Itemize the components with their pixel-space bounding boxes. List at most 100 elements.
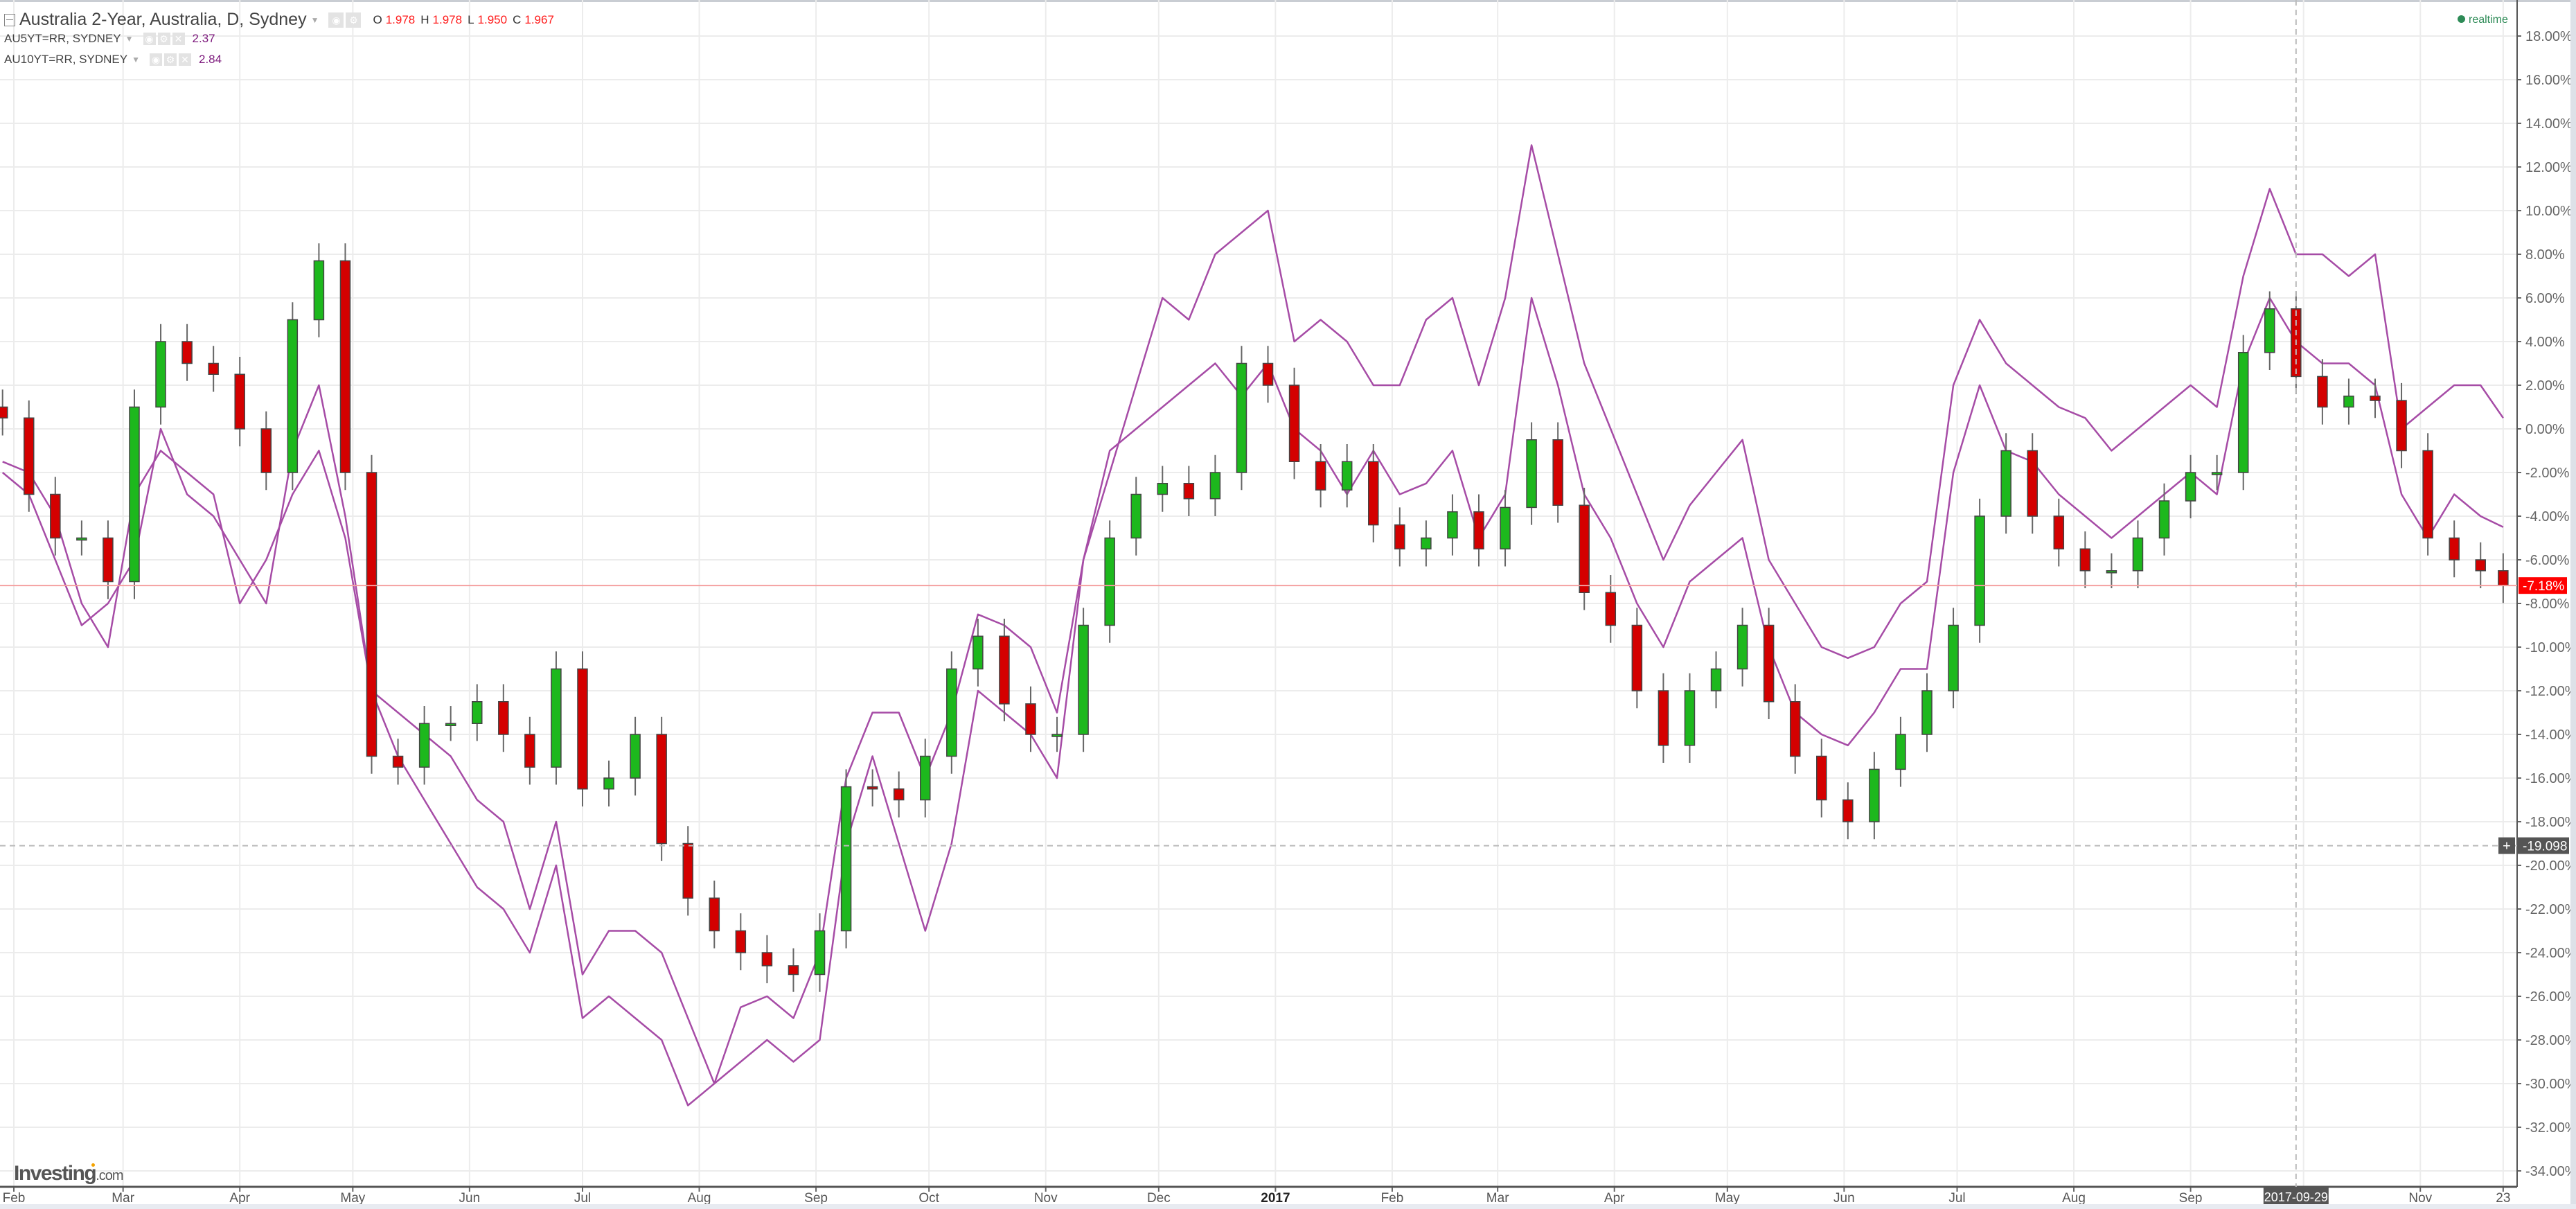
- candle: [814, 913, 826, 992]
- y-tick-label: 0.00%: [2525, 422, 2565, 437]
- x-tick-label: Jul: [574, 1191, 591, 1206]
- visibility-icon[interactable]: ◉: [143, 33, 156, 45]
- x-axis: Feb Mar Apr May Jun Jul Aug Sep Oct Nov Dec 2017 Feb…: [0, 1185, 2517, 1206]
- candle-body: [1315, 461, 1326, 491]
- candle: [2027, 433, 2038, 534]
- candle-body: [129, 406, 140, 583]
- y-tick-label: -26.00%: [2525, 989, 2576, 1005]
- candle-body: [1500, 506, 1511, 550]
- gear-icon[interactable]: ⚙: [163, 53, 177, 66]
- x-tick-label: Jun: [1833, 1191, 1855, 1206]
- candle-body: [1368, 461, 1379, 526]
- candle: [2211, 455, 2223, 491]
- candle: [1104, 520, 1115, 643]
- candle-body: [208, 362, 219, 375]
- candle: [1341, 444, 1353, 508]
- candle: [1684, 673, 1696, 763]
- visibility-icon[interactable]: ◉: [149, 53, 162, 66]
- candle-body: [103, 537, 114, 583]
- candle: [2370, 378, 2381, 418]
- x-tick-label: Jun: [459, 1191, 481, 1206]
- candle: [1710, 651, 1722, 709]
- candle-body: [1605, 592, 1617, 626]
- x-tick-label: Apr: [229, 1191, 250, 1206]
- x-tick-label: Mar: [112, 1191, 134, 1206]
- candle-body: [603, 777, 614, 790]
- gear-icon[interactable]: ⚙: [346, 12, 362, 28]
- candle: [1421, 520, 1432, 567]
- candle: [1763, 608, 1775, 719]
- investing-logo[interactable]: Investing.com: [14, 1162, 124, 1185]
- candle-body: [2317, 376, 2328, 408]
- candle-body: [1948, 624, 1959, 691]
- overlay-name: AU10YT=RR, SYDNEY: [4, 53, 128, 66]
- close-icon[interactable]: ✕: [172, 33, 185, 45]
- candle: [1579, 488, 1590, 610]
- candle: [2317, 359, 2328, 425]
- y-tick-label: -24.00%: [2525, 946, 2576, 961]
- candle: [1209, 455, 1221, 516]
- candle-body: [1051, 734, 1063, 737]
- visibility-icon[interactable]: ◉: [328, 12, 344, 28]
- candle-body: [1262, 362, 1274, 386]
- candle: [1895, 716, 1906, 787]
- candle: [1130, 477, 1142, 556]
- candle: [1816, 739, 1827, 818]
- candle: [1921, 673, 1933, 752]
- candle: [788, 948, 799, 992]
- candle-body: [761, 952, 773, 967]
- y-tick-label: 16.00%: [2525, 73, 2573, 88]
- candle: [2422, 433, 2433, 556]
- close-icon[interactable]: ✕: [178, 53, 191, 66]
- candle-body: [2106, 570, 2117, 574]
- overlay-legend-10y: AU10YT=RR, SYDNEY ▼ ◉ ⚙ ✕ 2.84: [4, 53, 222, 67]
- candle-body: [234, 373, 245, 430]
- candle-body: [2027, 450, 2038, 517]
- y-tick-label: -34.00%: [2525, 1164, 2576, 1179]
- candle-body: [1526, 439, 1537, 509]
- candle-body: [1763, 624, 1775, 703]
- candle: [472, 684, 483, 741]
- candle-body: [1552, 439, 1563, 506]
- chart-title: Australia 2-Year, Australia, D, Sydney: [19, 10, 307, 29]
- candle-body: [23, 417, 35, 495]
- collapse-icon[interactable]: [4, 13, 15, 26]
- candle-body: [1895, 734, 1906, 770]
- candle-body: [50, 493, 61, 539]
- candle-body: [1921, 690, 1933, 735]
- top-border: [0, 0, 2576, 2]
- candle: [155, 324, 166, 425]
- y-tick-label: -30.00%: [2525, 1077, 2576, 1092]
- x-tick-label: Feb: [3, 1191, 26, 1206]
- y-tick-label: 8.00%: [2525, 247, 2565, 263]
- candle-body: [1025, 703, 1036, 735]
- candle: [0, 389, 8, 436]
- chevron-down-icon[interactable]: ▼: [132, 55, 140, 64]
- gear-icon[interactable]: ⚙: [157, 33, 170, 45]
- candle: [1658, 673, 1669, 763]
- candle-body: [1789, 701, 1801, 757]
- crosshair-plus-button: [2498, 837, 2515, 854]
- candle: [1500, 490, 1511, 567]
- x-tick-label: Aug: [2062, 1191, 2086, 1206]
- candle-body: [1816, 755, 1827, 801]
- last-price-tag: [2519, 577, 2567, 594]
- chevron-down-icon[interactable]: ▼: [125, 34, 134, 44]
- candle: [893, 771, 905, 818]
- candle-body: [155, 341, 166, 408]
- candle: [2000, 433, 2011, 534]
- candle-body: [287, 319, 299, 473]
- candle-body: [1579, 504, 1590, 593]
- x-tick-label: Sep: [2179, 1191, 2203, 1206]
- y-tick-label: 14.00%: [2525, 116, 2573, 132]
- candle-body: [524, 734, 535, 768]
- candle-body: [788, 965, 799, 976]
- candle: [630, 716, 641, 796]
- x-tick-label: Sep: [804, 1191, 828, 1206]
- chevron-down-icon[interactable]: ▼: [310, 15, 319, 25]
- ohlc-high: H 1.978: [420, 12, 463, 26]
- candle-body: [498, 701, 509, 735]
- candle: [445, 706, 456, 741]
